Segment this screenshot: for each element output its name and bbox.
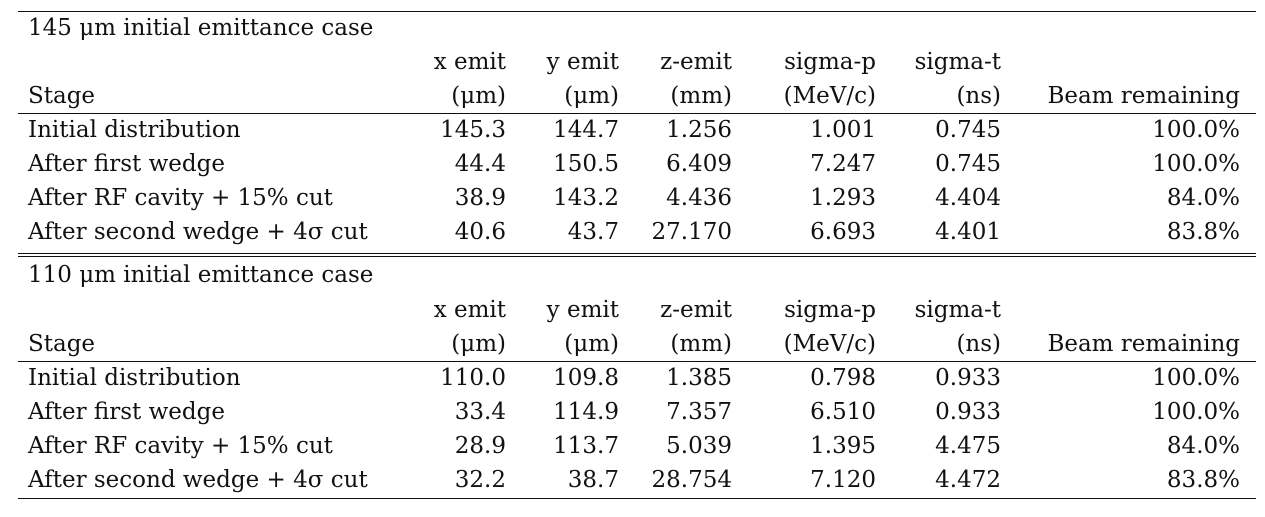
header-sigma-p-unit: (MeV/c) bbox=[783, 331, 876, 357]
row-z-emit: 4.436 bbox=[666, 185, 732, 211]
header-stage: Stage bbox=[28, 83, 96, 109]
row-y-emit: 143.2 bbox=[553, 185, 619, 211]
section-title: 145 μm initial emittance case bbox=[28, 15, 374, 41]
header-y-emit: y emit bbox=[546, 297, 619, 323]
row-z-emit: 1.256 bbox=[666, 117, 732, 143]
header-beam-remaining: Beam remaining bbox=[1047, 331, 1240, 357]
header-rule bbox=[18, 113, 1256, 114]
row-z-emit: 27.170 bbox=[651, 219, 732, 245]
row-stage: After second wedge + 4σ cut bbox=[28, 467, 368, 493]
row-sigma-t: 4.475 bbox=[935, 433, 1001, 459]
row-stage: After RF cavity + 15% cut bbox=[28, 185, 333, 211]
row-beam-remaining: 100.0% bbox=[1152, 399, 1240, 425]
section-divider-rule bbox=[18, 253, 1256, 254]
section-title: 110 μm initial emittance case bbox=[28, 262, 374, 288]
row-y-emit: 109.8 bbox=[553, 365, 619, 391]
header-sigma-t: sigma-t bbox=[914, 49, 1001, 75]
row-beam-remaining: 83.8% bbox=[1166, 467, 1240, 493]
header-x-emit-unit: (μm) bbox=[451, 331, 506, 357]
row-z-emit: 7.357 bbox=[666, 399, 732, 425]
row-z-emit: 6.409 bbox=[666, 151, 732, 177]
row-stage: After RF cavity + 15% cut bbox=[28, 433, 333, 459]
header-sigma-t-unit: (ns) bbox=[956, 83, 1001, 109]
header-sigma-p: sigma-p bbox=[784, 49, 876, 75]
row-beam-remaining: 100.0% bbox=[1152, 151, 1240, 177]
row-x-emit: 32.2 bbox=[454, 467, 506, 493]
row-x-emit: 28.9 bbox=[454, 433, 506, 459]
header-y-emit-unit: (μm) bbox=[564, 331, 619, 357]
row-stage: After second wedge + 4σ cut bbox=[28, 219, 368, 245]
row-beam-remaining: 83.8% bbox=[1166, 219, 1240, 245]
row-sigma-t: 4.404 bbox=[935, 185, 1001, 211]
row-sigma-p: 0.798 bbox=[810, 365, 876, 391]
row-x-emit: 44.4 bbox=[454, 151, 506, 177]
row-y-emit: 43.7 bbox=[567, 219, 619, 245]
row-beam-remaining: 84.0% bbox=[1166, 185, 1240, 211]
row-stage: Initial distribution bbox=[28, 365, 241, 391]
row-y-emit: 114.9 bbox=[553, 399, 619, 425]
header-sigma-p-unit: (MeV/c) bbox=[783, 83, 876, 109]
row-sigma-t: 0.745 bbox=[935, 151, 1001, 177]
row-x-emit: 33.4 bbox=[454, 399, 506, 425]
row-z-emit: 1.385 bbox=[666, 365, 732, 391]
row-y-emit: 38.7 bbox=[567, 467, 619, 493]
header-z-emit: z-emit bbox=[660, 49, 732, 75]
row-sigma-t: 0.745 bbox=[935, 117, 1001, 143]
row-sigma-p: 7.247 bbox=[810, 151, 876, 177]
header-z-emit: z-emit bbox=[660, 297, 732, 323]
header-rule bbox=[18, 361, 1256, 362]
header-z-emit-unit: (mm) bbox=[670, 83, 732, 109]
row-sigma-t: 0.933 bbox=[935, 365, 1001, 391]
top-rule bbox=[18, 11, 1256, 12]
row-beam-remaining: 84.0% bbox=[1166, 433, 1240, 459]
header-beam-remaining: Beam remaining bbox=[1047, 83, 1240, 109]
row-sigma-p: 6.510 bbox=[810, 399, 876, 425]
row-y-emit: 150.5 bbox=[553, 151, 619, 177]
header-z-emit-unit: (mm) bbox=[670, 331, 732, 357]
row-z-emit: 28.754 bbox=[651, 467, 732, 493]
row-sigma-p: 1.001 bbox=[810, 117, 876, 143]
row-beam-remaining: 100.0% bbox=[1152, 365, 1240, 391]
header-y-emit: y emit bbox=[546, 49, 619, 75]
header-y-emit-unit: (μm) bbox=[564, 83, 619, 109]
row-sigma-p: 7.120 bbox=[810, 467, 876, 493]
header-x-emit: x emit bbox=[433, 49, 506, 75]
row-sigma-p: 6.693 bbox=[810, 219, 876, 245]
header-x-emit-unit: (μm) bbox=[451, 83, 506, 109]
row-x-emit: 110.0 bbox=[440, 365, 506, 391]
row-sigma-t: 4.472 bbox=[935, 467, 1001, 493]
row-x-emit: 40.6 bbox=[454, 219, 506, 245]
row-sigma-p: 1.293 bbox=[810, 185, 876, 211]
header-stage: Stage bbox=[28, 331, 96, 357]
row-y-emit: 113.7 bbox=[553, 433, 619, 459]
header-sigma-t: sigma-t bbox=[914, 297, 1001, 323]
row-sigma-p: 1.395 bbox=[810, 433, 876, 459]
row-z-emit: 5.039 bbox=[666, 433, 732, 459]
row-stage: After first wedge bbox=[28, 399, 225, 425]
emittance-table: 145 μm initial emittance case x emit y e… bbox=[18, 0, 1256, 517]
header-sigma-t-unit: (ns) bbox=[956, 331, 1001, 357]
row-beam-remaining: 100.0% bbox=[1152, 117, 1240, 143]
row-stage: After first wedge bbox=[28, 151, 225, 177]
row-sigma-t: 4.401 bbox=[935, 219, 1001, 245]
row-x-emit: 145.3 bbox=[440, 117, 506, 143]
header-x-emit: x emit bbox=[433, 297, 506, 323]
row-y-emit: 144.7 bbox=[553, 117, 619, 143]
header-sigma-p: sigma-p bbox=[784, 297, 876, 323]
row-sigma-t: 0.933 bbox=[935, 399, 1001, 425]
row-x-emit: 38.9 bbox=[454, 185, 506, 211]
row-stage: Initial distribution bbox=[28, 117, 241, 143]
bottom-rule bbox=[18, 498, 1256, 499]
section-divider-rule bbox=[18, 256, 1256, 257]
